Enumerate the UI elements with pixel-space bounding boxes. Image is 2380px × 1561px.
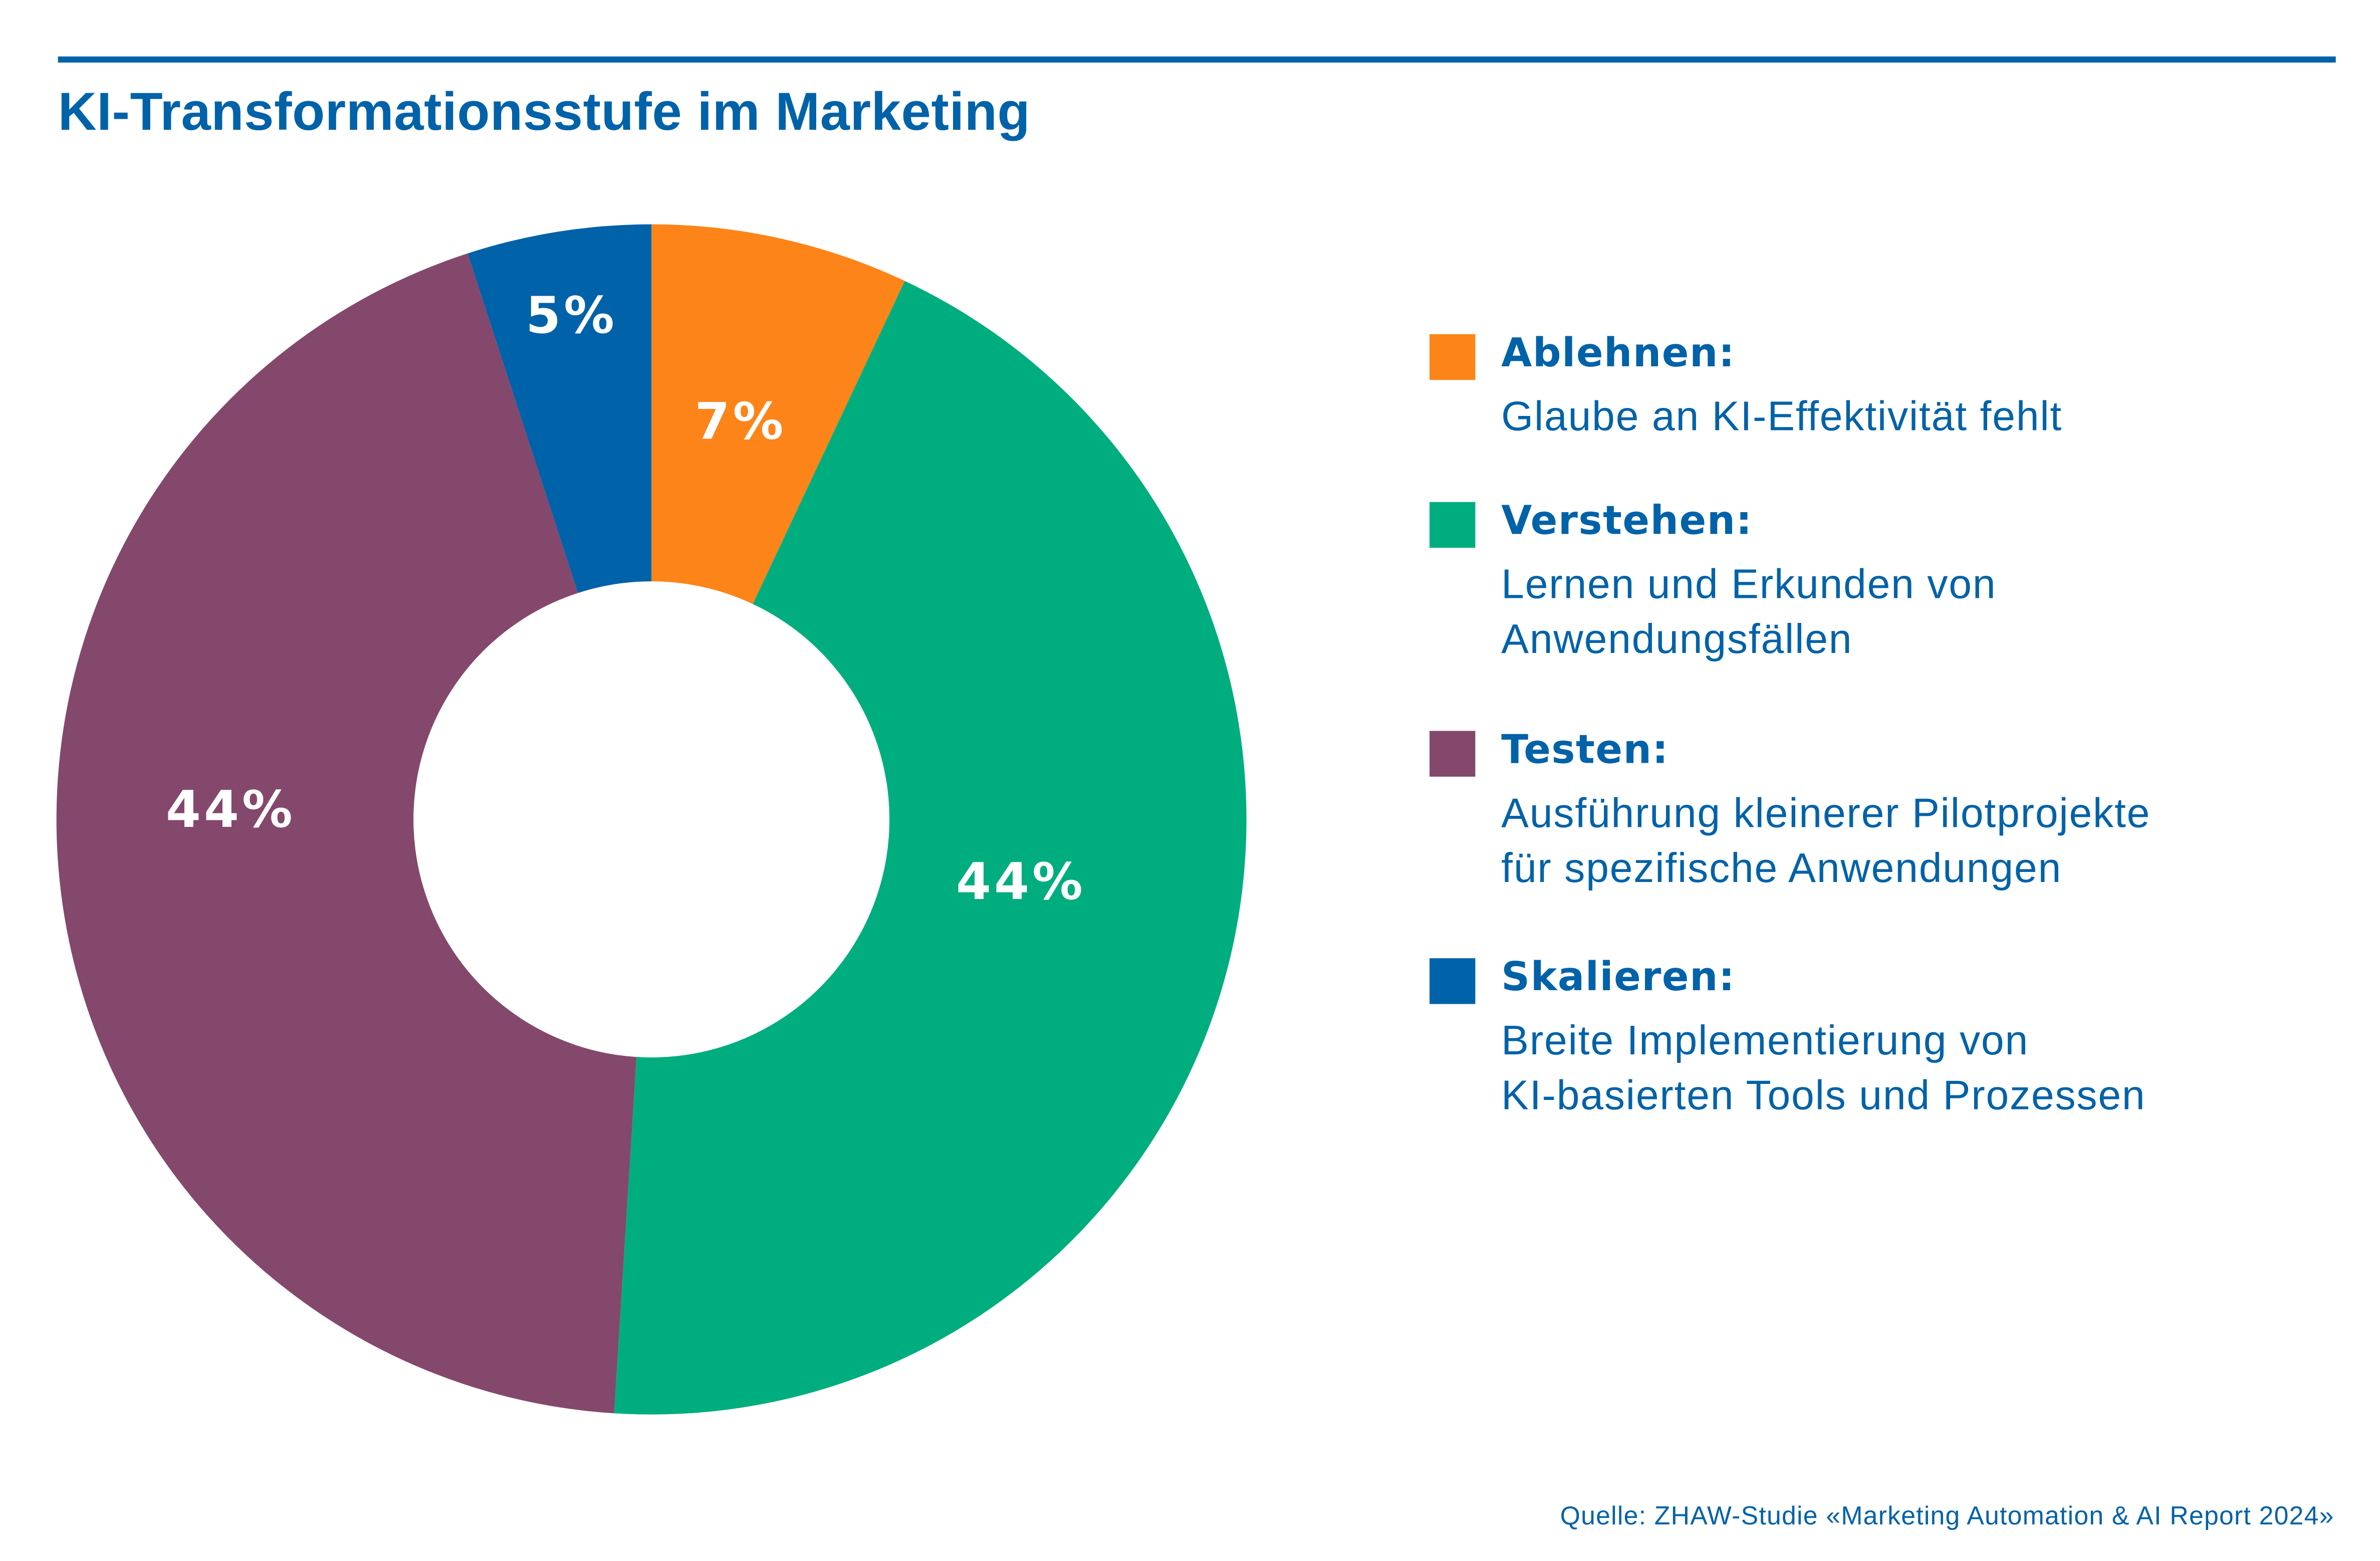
legend-swatch <box>1430 958 1476 1004</box>
legend-heading: Verstehen: <box>1501 499 1753 545</box>
legend-line: Lernen und Erkunden von <box>1501 561 1997 607</box>
top-rule <box>58 56 2336 63</box>
slice-label-1: 44% <box>956 852 1086 911</box>
legend-line: Anwendungsfällen <box>1501 616 1853 662</box>
legend-line: Glaube an KI-Effektivität fehlt <box>1501 393 2063 439</box>
legend-swatch <box>1430 731 1476 777</box>
legend-heading: Ablehnen: <box>1501 331 1736 377</box>
legend-heading: Testen: <box>1501 728 1669 774</box>
chart-title: KI-Transformationsstufe im Marketing <box>58 82 1031 142</box>
donut-slice-3 <box>467 224 652 593</box>
legend-description: Glaube an KI-Effektivität fehlt <box>1501 389 2062 444</box>
legend-description: Breite Implementierung von KI-basierten T… <box>1501 1013 2146 1123</box>
legend-line: Ausführung kleinerer Pilotprojekte <box>1501 790 2151 836</box>
legend-line: KI-basierten Tools und Prozessen <box>1501 1072 2146 1119</box>
donut-chart: 7% 44% 44% 5% <box>56 224 1247 1415</box>
slice-label-3: 5% <box>526 286 617 345</box>
legend-heading: Skalieren: <box>1501 955 1736 1001</box>
legend-description: Ausführung kleinerer Pilotprojekte für sp… <box>1501 786 2151 896</box>
donut-slice-2 <box>56 253 637 1414</box>
legend-swatch <box>1430 334 1476 380</box>
source-note: Quelle: ZHAW-Studie «Marketing Automatio… <box>1560 1501 2334 1531</box>
donut-slice-0 <box>651 224 905 604</box>
legend-description: Lernen und Erkunden von Anwendungsfällen <box>1501 557 1996 666</box>
legend-line: für spezifische Anwendungen <box>1501 845 2062 891</box>
slice-label-0: 7% <box>695 392 787 451</box>
legend-swatch <box>1430 502 1476 548</box>
slice-label-2: 44% <box>166 780 296 839</box>
donut-slice-1 <box>614 281 1247 1415</box>
legend-line: Breite Implementierung von <box>1501 1017 2029 1064</box>
